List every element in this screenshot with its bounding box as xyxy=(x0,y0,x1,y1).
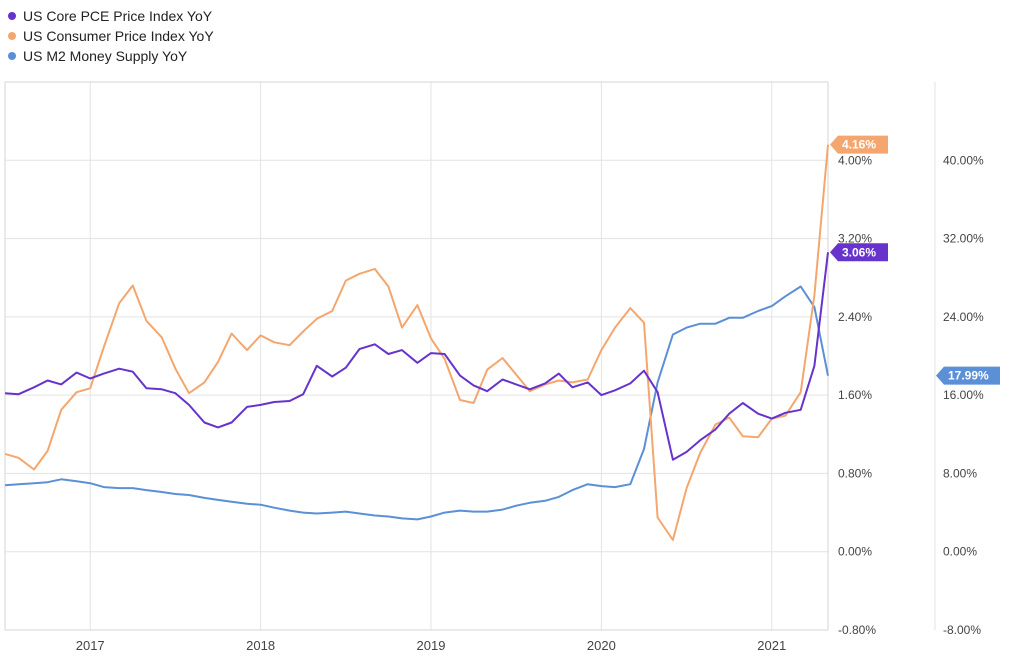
y-left-tick-label: -0.80% xyxy=(838,623,876,637)
y-right-tick-label: 40.00% xyxy=(943,153,984,167)
value-flag-0: 3.06% xyxy=(830,243,888,262)
y-right-tick-label: 24.00% xyxy=(943,310,984,324)
y-left-tick-label: 1.60% xyxy=(838,388,872,402)
legend-dot-core-pce xyxy=(8,12,16,20)
legend-item-m2[interactable]: US M2 Money Supply YoY xyxy=(8,46,214,66)
legend-label-core-pce: US Core PCE Price Index YoY xyxy=(23,8,213,24)
axes: -0.80% 0.00% 0.80% 1.60% 2.40% 3.20% 4.00% -8.0… xyxy=(4,81,984,653)
value-flag-1: 4.16% xyxy=(830,135,888,154)
legend-item-core-pce[interactable]: US Core PCE Price Index YoY xyxy=(8,6,214,26)
value-flag-bg xyxy=(936,366,1000,385)
gridlines xyxy=(5,82,828,631)
series-layer xyxy=(4,144,829,541)
y-right-tick-label: 16.00% xyxy=(943,388,984,402)
y-right-tick-label: -8.00% xyxy=(943,623,981,637)
value-flag-text: 3.06% xyxy=(842,245,876,259)
value-flag-2: 17.99% xyxy=(936,366,1000,385)
y-left-tick-label: 0.80% xyxy=(838,466,872,480)
y-right-tick-label: 0.00% xyxy=(943,545,977,559)
series-line-1 xyxy=(4,144,829,541)
value-flag-text: 17.99% xyxy=(948,369,989,383)
legend-dot-m2 xyxy=(8,52,16,60)
series-line-0 xyxy=(4,252,829,461)
value-flag-bg xyxy=(830,243,888,262)
x-tick-label: 2021 xyxy=(757,638,786,653)
legend-item-cpi[interactable]: US Consumer Price Index YoY xyxy=(8,26,214,46)
x-tick-label: 2019 xyxy=(417,638,446,653)
value-labels: 3.06% 4.16% 17.99% xyxy=(830,135,1000,385)
legend-dot-cpi xyxy=(8,32,16,40)
x-tick-label: 2017 xyxy=(76,638,105,653)
legend: US Core PCE Price Index YoY US Consumer … xyxy=(8,6,214,66)
y-left-tick-label: 0.00% xyxy=(838,545,872,559)
x-tick-label: 2020 xyxy=(587,638,616,653)
legend-label-m2: US M2 Money Supply YoY xyxy=(23,48,188,64)
y-right-tick-label: 8.00% xyxy=(943,466,977,480)
value-flag-bg xyxy=(830,135,888,154)
series-line-2 xyxy=(4,285,829,521)
y-left-tick-label: 2.40% xyxy=(838,310,872,324)
x-tick-label: 2018 xyxy=(246,638,275,653)
y-right-tick-label: 32.00% xyxy=(943,232,984,246)
legend-label-cpi: US Consumer Price Index YoY xyxy=(23,28,214,44)
y-left-tick-label: 4.00% xyxy=(838,153,872,167)
value-flag-text: 4.16% xyxy=(842,138,876,152)
y-left-tick-label: 3.20% xyxy=(838,232,872,246)
